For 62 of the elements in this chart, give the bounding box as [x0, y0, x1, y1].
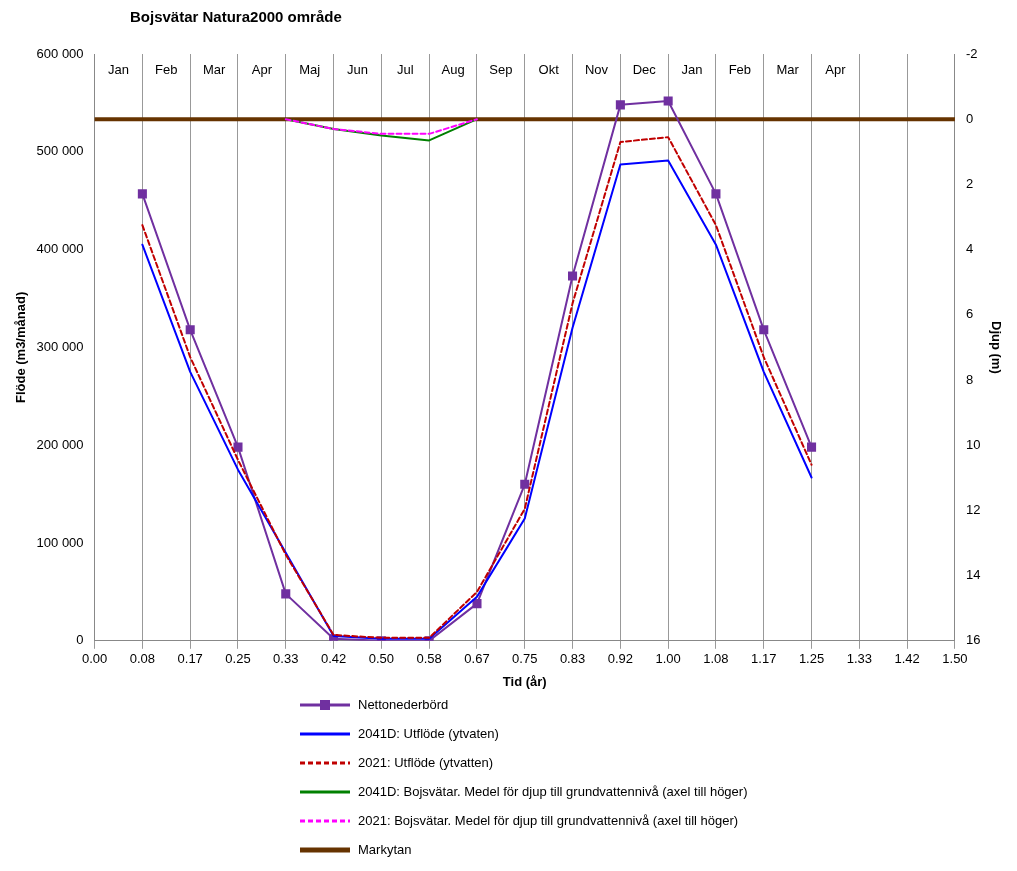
annotation: Apr [251, 62, 273, 78]
annotation: Jan [681, 62, 703, 78]
annotation: Mar [202, 62, 226, 78]
chart-title: Bojsvätar Natura2000 område [130, 8, 342, 25]
y-axis-title: Flöde (m3/månad) [13, 291, 29, 404]
annotation: Jan [108, 62, 129, 78]
legend-label: 2041D: Utflöde (ytvaten) [358, 726, 499, 741]
x-tick-label: 1.33 [846, 651, 872, 667]
y-tick-label: 400 000 [36, 241, 84, 257]
x-tick-label: 0.83 [559, 651, 586, 667]
legend-label: Nettonederbörd [358, 697, 449, 712]
y2-axis-title: Djup (m) [988, 321, 1004, 374]
y2-tick-label: 6 [965, 306, 974, 322]
y2-tick-label: 12 [965, 501, 981, 517]
x-tick-label: 1.08 [703, 651, 729, 667]
x-tick-label: 1.00 [655, 651, 681, 667]
annotation: Okt [538, 62, 560, 78]
x-tick-label: 0.50 [368, 651, 395, 667]
annotation: Maj [299, 62, 321, 78]
annotation: Nov [584, 62, 609, 78]
x-axis-title: Tid (år) [502, 673, 547, 689]
annotation: Sep [489, 62, 513, 78]
y-tick-label: 600 000 [36, 45, 84, 61]
x-tick-label: 1.17 [751, 651, 777, 667]
annotation: Dec [632, 62, 657, 78]
y2-tick-label: -2 [965, 45, 978, 61]
x-tick-label: 0.08 [129, 651, 156, 667]
y-tick-label: 0 [76, 632, 84, 648]
annotation: Mar [776, 62, 800, 78]
annotation: Feb [728, 62, 752, 78]
legend-label: 2021: Bojsvätar. Medel för djup till grundvattennivå (axel till höger) [358, 813, 739, 828]
y2-tick-label: 2 [965, 175, 974, 191]
y2-tick-label: 10 [965, 436, 981, 452]
x-tick-label: 0.75 [512, 651, 538, 667]
y-tick-label: 200 000 [36, 436, 84, 452]
y2-tick-label: 8 [965, 371, 974, 387]
x-tick-label: 0.58 [416, 651, 442, 667]
x-tick-label: 0.33 [273, 651, 299, 667]
x-tick-label: 1.25 [798, 651, 825, 667]
legend-label: Markytan [358, 842, 412, 857]
annotation: Apr [825, 62, 847, 78]
x-tick-label: 1.50 [942, 651, 968, 667]
annotation: Feb [155, 62, 178, 78]
x-tick-label: 0.00 [81, 651, 108, 667]
x-tick-label: 1.42 [894, 651, 920, 667]
legend-label: 2041D: Bojsvätar. Medel för djup till grundvattennivå (axel till höger) [358, 784, 748, 799]
x-tick-label: 0.67 [464, 651, 490, 667]
x-tick-label: 0.92 [607, 651, 634, 667]
annotation: Aug [441, 62, 465, 78]
x-tick-label: 0.42 [320, 651, 347, 667]
y2-tick-label: 4 [965, 241, 974, 257]
y-tick-label: 300 000 [36, 338, 84, 354]
y2-tick-label: 16 [965, 632, 981, 648]
y-tick-label: 100 000 [36, 534, 84, 550]
x-tick-label: 0.17 [177, 651, 203, 667]
y-tick-label: 500 000 [36, 143, 84, 159]
x-tick-label: 0.25 [225, 651, 251, 667]
annotation: Jun [347, 62, 368, 78]
annotation: Jul [396, 62, 414, 78]
legend-label: 2021: Utflöde (ytvatten) [358, 755, 494, 770]
y2-tick-label: 0 [965, 110, 974, 126]
y2-tick-label: 14 [965, 567, 981, 583]
